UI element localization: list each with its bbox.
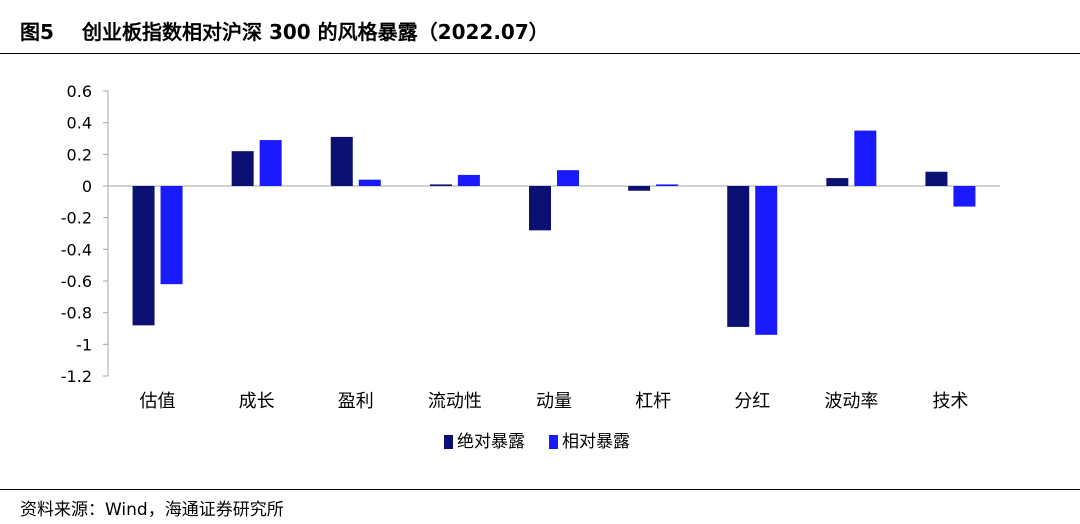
y-tick-label: 0 [82, 177, 92, 196]
x-category-label: 估值 [140, 391, 176, 412]
bar-relative [557, 170, 579, 186]
y-tick-label: -1.2 [61, 367, 92, 386]
y-tick-label: -1 [76, 335, 92, 354]
y-tick-label: 0.6 [67, 82, 92, 101]
x-category-label: 流动性 [428, 391, 482, 412]
bar-absolute [727, 186, 750, 327]
bar-absolute [529, 186, 551, 231]
bar-absolute [231, 151, 254, 186]
x-category-label: 杠杆 [635, 391, 671, 412]
y-tick-label: -0.8 [61, 304, 92, 323]
bar-relative [259, 140, 282, 186]
legend-swatch-absolute [444, 435, 453, 449]
figure-title: 创业板指数相对沪深 300 的风格暴露（2022.07） [82, 20, 549, 44]
legend-label: 相对暴露 [562, 432, 630, 452]
bar-relative [755, 186, 778, 335]
y-tick-label: 0.2 [67, 145, 92, 164]
legend-label: 绝对暴露 [457, 432, 525, 452]
bar-relative [160, 186, 183, 285]
bar-absolute [429, 184, 452, 186]
x-category-label: 波动率 [824, 391, 878, 412]
bar-relative [358, 179, 381, 186]
x-category-label: 动量 [536, 391, 572, 412]
title-bar: 图5 创业板指数相对沪深 300 的风格暴露（2022.07） [0, 0, 1080, 54]
legend-swatch-relative [549, 435, 558, 449]
y-tick-label: 0.4 [67, 114, 92, 133]
figure-label: 图5 [20, 20, 54, 44]
x-category-label: 盈利 [338, 391, 374, 412]
y-tick-label: -0.4 [61, 240, 92, 259]
bar-absolute [132, 186, 155, 326]
bar-absolute [628, 186, 651, 191]
y-tick-label: -0.6 [61, 272, 92, 291]
bar-relative [656, 184, 679, 186]
x-category-label: 分红 [734, 391, 770, 412]
y-tick-label: -0.2 [61, 209, 92, 228]
bar-absolute [330, 136, 353, 186]
x-category-label: 技术 [932, 391, 968, 412]
source-note: 资料来源：Wind，海通证券研究所 [20, 500, 284, 520]
source-divider [0, 489, 1080, 490]
bar-relative [854, 130, 877, 186]
x-category-label: 成长 [239, 391, 275, 412]
bar-relative [457, 174, 480, 186]
bar-absolute [925, 171, 948, 186]
bar-relative [953, 186, 976, 207]
bar-absolute [826, 178, 849, 186]
bar-chart: 0.6 0.4 0.2 0 -0.2 -0.4 -0.6 -0.8 -1 -1.2 估值 成长 盈利 流动… [61, 82, 1000, 452]
